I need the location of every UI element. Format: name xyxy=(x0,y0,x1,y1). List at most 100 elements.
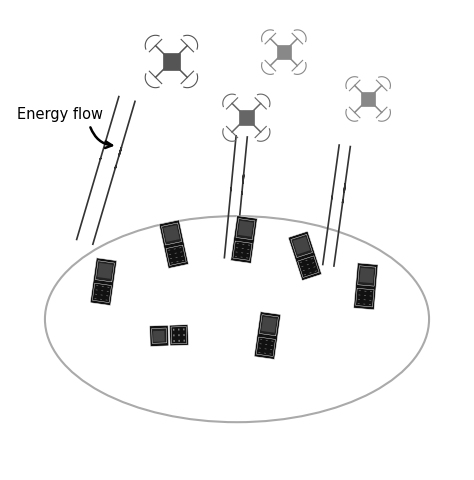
Polygon shape xyxy=(170,259,172,260)
Polygon shape xyxy=(176,262,178,263)
Polygon shape xyxy=(166,246,186,266)
Polygon shape xyxy=(264,353,266,354)
Polygon shape xyxy=(358,303,360,304)
Polygon shape xyxy=(270,354,272,355)
Polygon shape xyxy=(241,253,243,254)
Polygon shape xyxy=(300,262,302,264)
Polygon shape xyxy=(183,329,184,331)
Polygon shape xyxy=(241,257,243,258)
Polygon shape xyxy=(231,216,257,264)
Polygon shape xyxy=(183,335,185,336)
Polygon shape xyxy=(358,266,376,287)
Polygon shape xyxy=(108,287,109,288)
Polygon shape xyxy=(169,325,189,346)
Polygon shape xyxy=(261,317,277,333)
Polygon shape xyxy=(238,221,253,237)
Polygon shape xyxy=(94,299,96,300)
Polygon shape xyxy=(308,269,310,270)
Polygon shape xyxy=(179,340,180,342)
Polygon shape xyxy=(183,340,185,342)
Polygon shape xyxy=(100,299,102,300)
Polygon shape xyxy=(179,248,181,249)
Polygon shape xyxy=(106,300,108,301)
Polygon shape xyxy=(97,264,113,279)
Polygon shape xyxy=(272,341,273,342)
Polygon shape xyxy=(90,258,117,306)
Polygon shape xyxy=(235,256,237,257)
Bar xyxy=(361,93,375,107)
Polygon shape xyxy=(288,232,322,281)
Polygon shape xyxy=(358,295,360,296)
Polygon shape xyxy=(96,286,98,287)
Polygon shape xyxy=(310,273,311,274)
Polygon shape xyxy=(173,340,175,342)
Polygon shape xyxy=(242,249,244,250)
Polygon shape xyxy=(254,312,281,360)
Polygon shape xyxy=(159,220,189,269)
Polygon shape xyxy=(173,329,174,331)
Polygon shape xyxy=(236,219,255,240)
Polygon shape xyxy=(152,328,167,344)
Polygon shape xyxy=(178,335,180,336)
Polygon shape xyxy=(175,253,177,254)
Polygon shape xyxy=(178,329,180,331)
Polygon shape xyxy=(291,235,312,258)
Polygon shape xyxy=(304,275,306,276)
Polygon shape xyxy=(173,335,174,336)
Polygon shape xyxy=(356,288,374,307)
Polygon shape xyxy=(259,315,278,336)
Polygon shape xyxy=(180,252,182,253)
Polygon shape xyxy=(174,249,176,250)
Polygon shape xyxy=(169,254,171,255)
Polygon shape xyxy=(171,263,173,264)
Text: Energy flow: Energy flow xyxy=(17,106,103,121)
Polygon shape xyxy=(266,340,268,341)
Polygon shape xyxy=(315,271,317,272)
Polygon shape xyxy=(162,224,182,245)
Polygon shape xyxy=(181,256,183,257)
Polygon shape xyxy=(260,344,262,345)
Polygon shape xyxy=(270,349,272,350)
Polygon shape xyxy=(301,266,303,267)
Polygon shape xyxy=(96,290,98,291)
Polygon shape xyxy=(363,304,365,305)
Polygon shape xyxy=(246,258,248,259)
Polygon shape xyxy=(303,270,305,272)
Polygon shape xyxy=(365,291,366,292)
Polygon shape xyxy=(242,244,244,245)
Polygon shape xyxy=(370,296,372,297)
Polygon shape xyxy=(312,263,314,264)
Polygon shape xyxy=(106,296,108,297)
Polygon shape xyxy=(150,325,169,347)
Polygon shape xyxy=(164,226,180,242)
Polygon shape xyxy=(95,261,114,282)
Polygon shape xyxy=(168,250,170,251)
Bar xyxy=(163,54,180,71)
Polygon shape xyxy=(271,345,273,346)
Polygon shape xyxy=(369,300,371,301)
Polygon shape xyxy=(305,261,308,262)
Bar xyxy=(277,46,291,60)
Polygon shape xyxy=(313,267,315,268)
Polygon shape xyxy=(354,264,378,310)
Polygon shape xyxy=(259,348,261,349)
Polygon shape xyxy=(100,295,102,296)
Polygon shape xyxy=(311,259,313,260)
Polygon shape xyxy=(102,287,104,288)
Bar xyxy=(239,111,254,126)
Polygon shape xyxy=(236,248,238,249)
Polygon shape xyxy=(359,268,374,284)
Polygon shape xyxy=(95,294,97,295)
Polygon shape xyxy=(260,339,262,340)
Polygon shape xyxy=(171,327,187,344)
Polygon shape xyxy=(293,237,310,255)
Polygon shape xyxy=(233,241,252,261)
Ellipse shape xyxy=(45,216,429,422)
Polygon shape xyxy=(258,352,260,353)
Polygon shape xyxy=(307,264,309,265)
Polygon shape xyxy=(92,284,111,303)
Polygon shape xyxy=(298,256,319,278)
Polygon shape xyxy=(256,337,275,357)
Polygon shape xyxy=(248,245,250,246)
Polygon shape xyxy=(107,291,109,292)
